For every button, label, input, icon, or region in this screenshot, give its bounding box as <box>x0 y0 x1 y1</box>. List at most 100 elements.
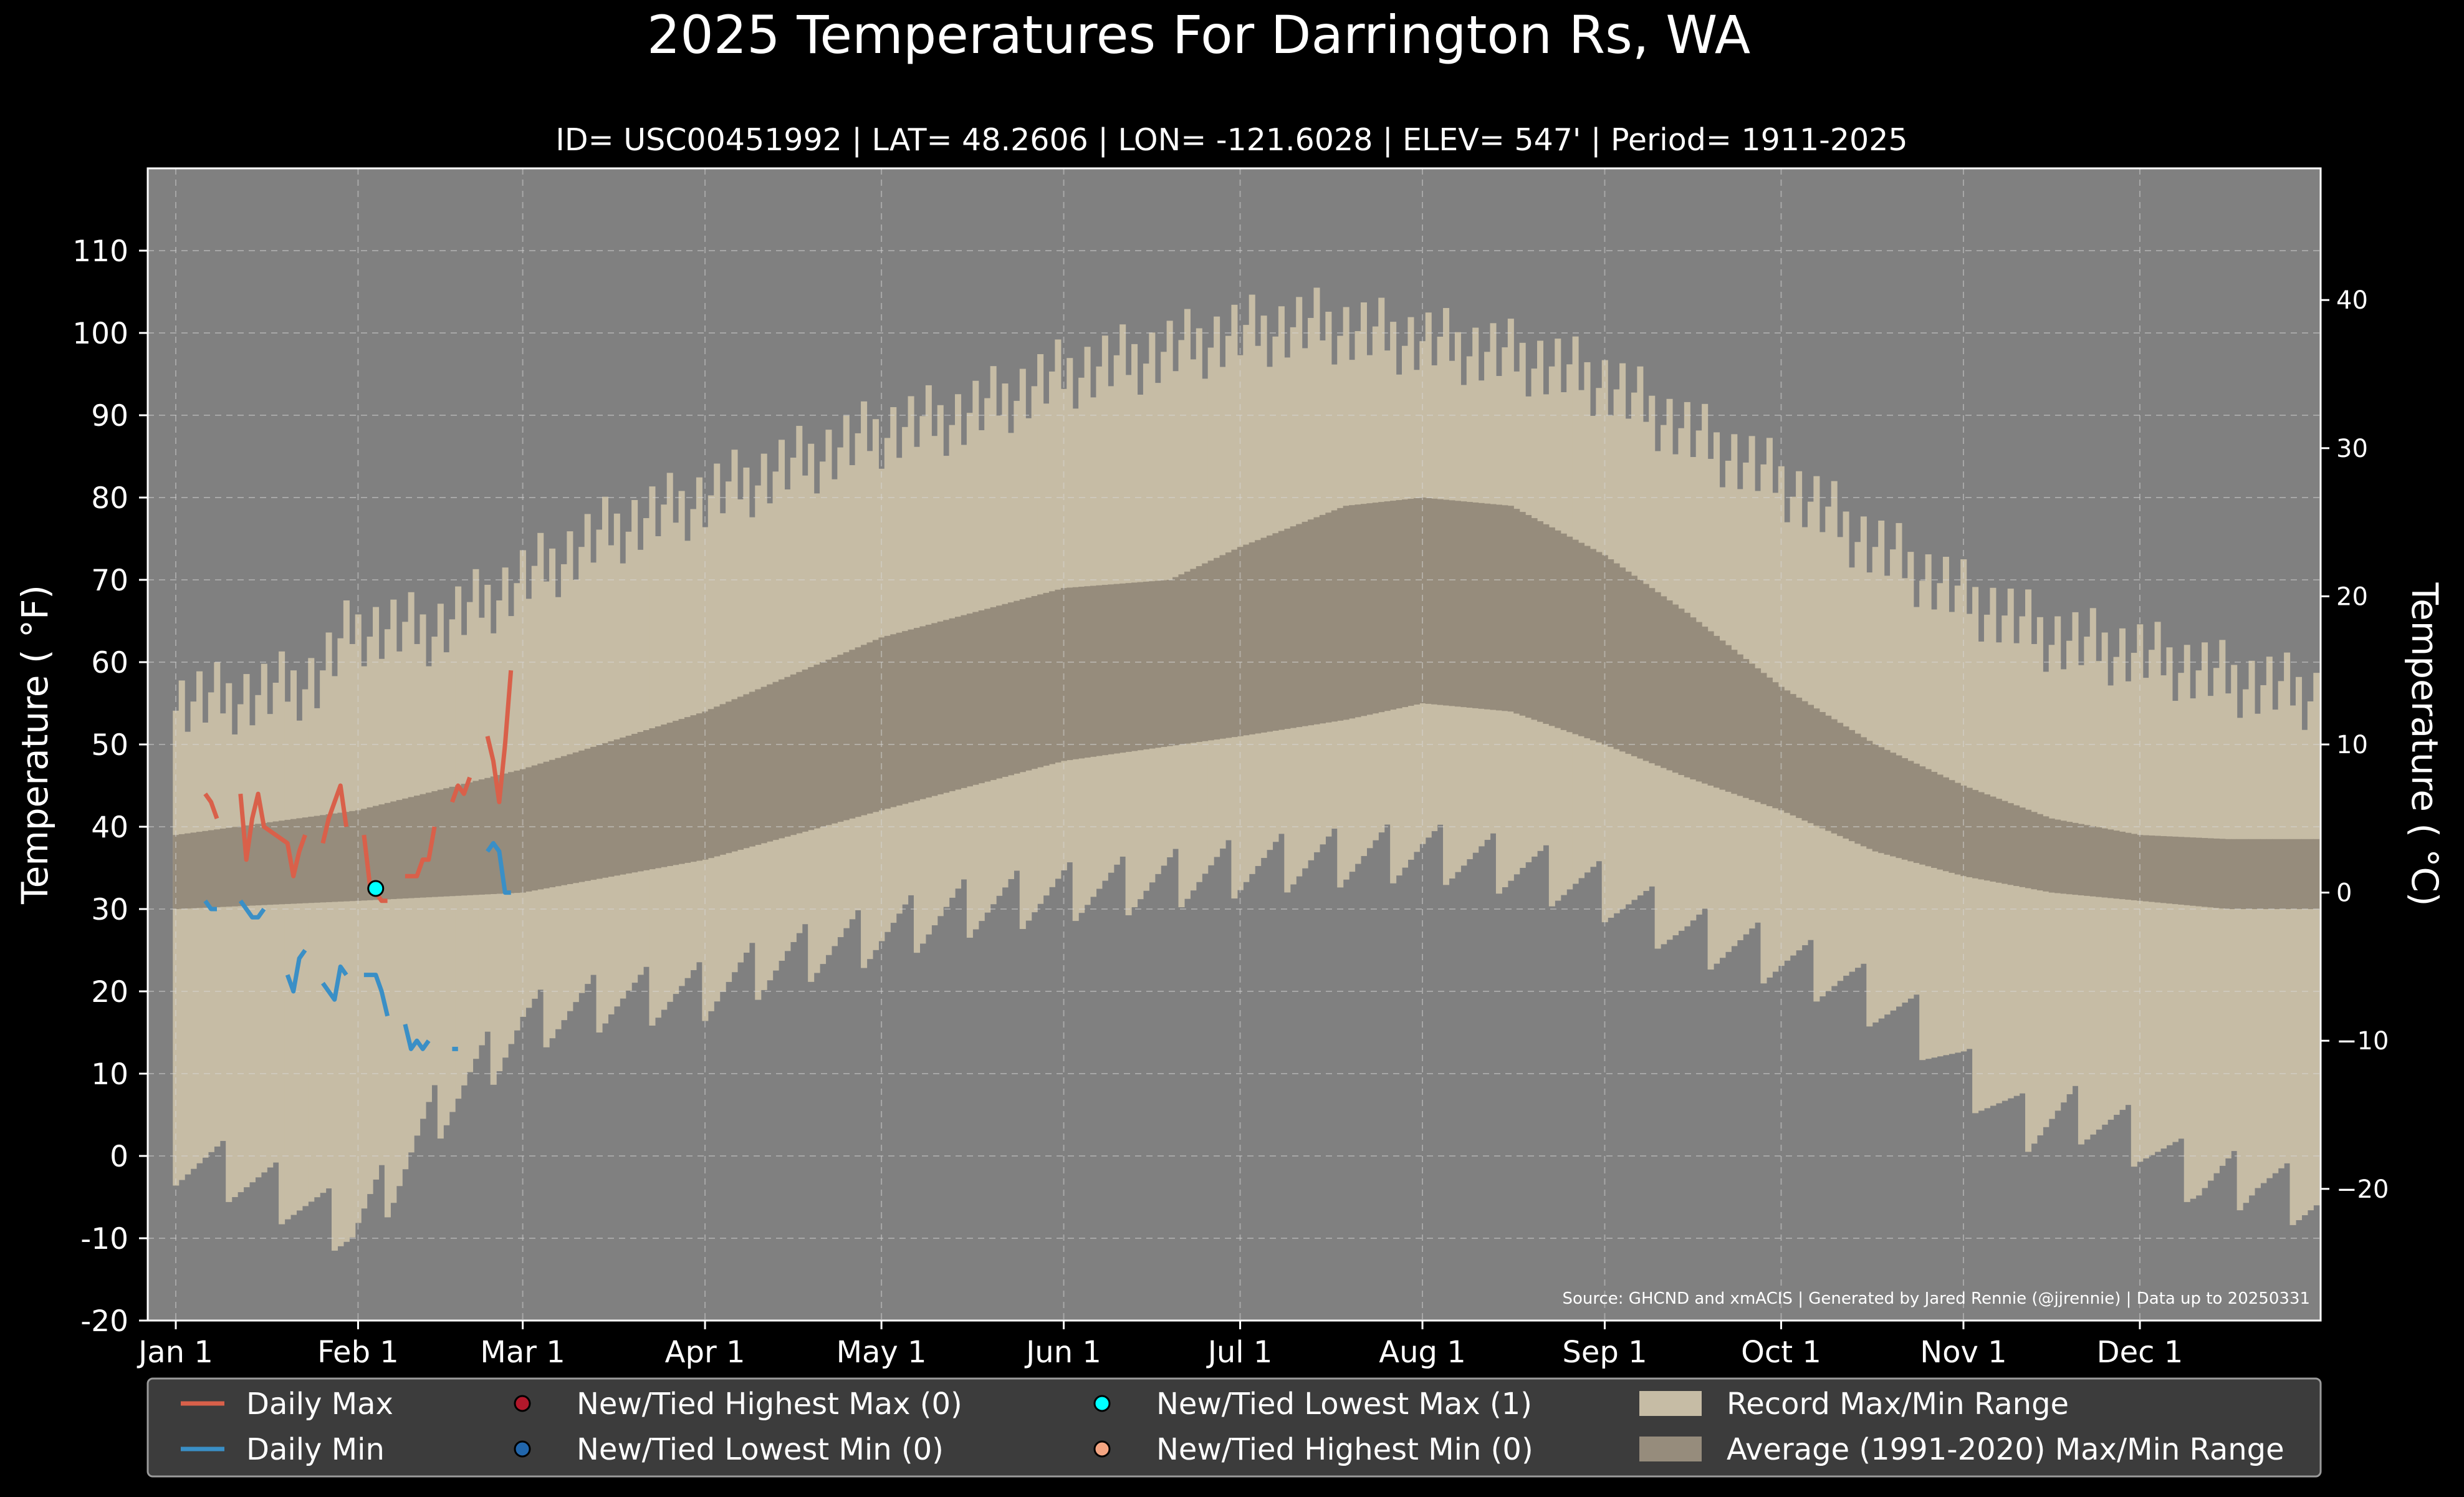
average-range-bar <box>320 815 327 903</box>
x-tick-label: Jun 1 <box>1024 1335 1101 1370</box>
average-range-bar <box>425 792 432 898</box>
average-range-bar <box>1384 501 1391 711</box>
record-range-bar <box>2254 713 2261 1188</box>
average-range-bar <box>2072 822 2079 895</box>
average-range-bar <box>1654 592 1661 766</box>
average-range-bar <box>1990 796 1997 882</box>
average-range-bar <box>1983 794 1991 881</box>
series-line-daily-min <box>238 899 266 920</box>
record-range-bar <box>2160 675 2167 1149</box>
source-note: Source: GHCND and xmACIS | Generated by … <box>1562 1289 2310 1308</box>
data-series <box>203 670 514 1051</box>
average-range-bar <box>408 797 415 898</box>
average-range-bar <box>1354 504 1361 718</box>
record-range-bar <box>202 722 209 1158</box>
record-range-bar <box>190 701 197 1169</box>
legend-label: Daily Max <box>246 1387 393 1422</box>
average-range-bar <box>714 706 721 857</box>
average-range-bar <box>1801 701 1808 821</box>
average-range-bar <box>190 832 197 908</box>
average-range-bar <box>796 671 803 834</box>
average-range-bar <box>1719 640 1726 790</box>
average-range-bar <box>1584 546 1591 739</box>
average-range-bar <box>2260 839 2267 909</box>
average-range-bar <box>831 657 838 824</box>
average-range-bar <box>1019 599 1026 773</box>
average-range-bar <box>1772 682 1779 809</box>
average-range-bar <box>884 635 891 809</box>
record-range-bar <box>272 683 279 1163</box>
average-range-bar <box>608 741 615 877</box>
average-range-bar <box>202 830 209 908</box>
average-range-bar <box>1267 535 1273 732</box>
average-range-bar <box>2031 812 2038 890</box>
average-range-bar <box>1131 582 1138 751</box>
average-range-bar <box>767 684 774 842</box>
average-range-bar <box>1872 744 1879 852</box>
average-range-bar <box>1154 580 1161 748</box>
average-range-bar <box>484 777 491 895</box>
average-range-bar <box>1619 567 1626 752</box>
average-range-bar <box>396 800 403 899</box>
record-range-bar <box>2266 657 2273 1178</box>
average-range-bar <box>543 761 550 888</box>
average-range-bar <box>349 811 356 902</box>
average-range-bar <box>555 758 562 887</box>
legend: Daily Max Daily Min New/Tied Highest Max (… <box>146 1377 2322 1478</box>
average-range-bar <box>1255 540 1262 734</box>
average-range-bar <box>1796 697 1803 818</box>
legend-label: Daily Min <box>246 1432 385 1467</box>
average-range-bar <box>1407 499 1414 706</box>
average-range-bar <box>2154 835 2161 903</box>
average-range-bar <box>578 750 585 882</box>
average-range-bar <box>1536 521 1544 722</box>
axes: -20 -10 0 10 20 30 40 50 60 70 80 90 100 110 −20 −10 0 10… <box>72 234 2389 1370</box>
average-range-bar <box>1637 580 1644 759</box>
record-range-bar <box>537 532 544 990</box>
series-line-daily-max <box>450 776 472 803</box>
average-range-bar <box>2048 818 2055 893</box>
average-range-bar <box>1025 597 1032 771</box>
average-range-bar <box>1907 761 1914 862</box>
average-range-bar <box>584 748 591 881</box>
average-range-bar <box>690 715 697 862</box>
series-line-daily-max <box>238 791 307 878</box>
average-range-bar <box>784 676 791 837</box>
average-range-bar <box>978 610 985 784</box>
record-range-bar <box>226 683 232 1202</box>
average-range-bar <box>525 767 532 892</box>
average-range-bar <box>1707 631 1714 786</box>
average-range-bar <box>1913 763 1920 864</box>
average-range-bar <box>1060 588 1067 761</box>
average-range-bar <box>2025 809 2032 888</box>
legend-item: New/Tied Lowest Min (0) <box>514 1432 944 1467</box>
record-range-bar <box>2142 678 2149 1158</box>
average-range-bar <box>1137 582 1144 751</box>
y-tick-label-left: 60 <box>91 646 128 680</box>
average-range-bar <box>1625 571 1632 754</box>
average-range-bar <box>1531 518 1538 720</box>
average-range-bar <box>1043 592 1050 766</box>
average-range-bar <box>1502 505 1508 711</box>
average-range-bar <box>1196 566 1202 743</box>
average-range-bar <box>2236 839 2243 909</box>
average-range-bar <box>1843 726 1849 839</box>
average-range-bar <box>502 773 509 894</box>
record-range-bar <box>249 725 256 1183</box>
average-range-bar <box>390 801 397 899</box>
legend-label: New/Tied Lowest Max (1) <box>1156 1387 1532 1422</box>
average-range-bar <box>1149 581 1156 749</box>
average-range-bar <box>1714 635 1720 788</box>
average-range-bar <box>1555 530 1561 728</box>
average-range-bar <box>966 614 973 787</box>
average-range-bar <box>2172 836 2179 905</box>
legend-label: New/Tied Lowest Min (0) <box>577 1432 944 1467</box>
average-range-bar <box>620 737 626 875</box>
average-range-bar <box>1666 600 1673 771</box>
average-range-bar <box>2137 835 2144 901</box>
series-line-daily-min <box>285 948 307 994</box>
average-range-bar <box>1214 557 1220 740</box>
average-range-bar <box>1472 502 1479 708</box>
average-range-bar <box>1884 749 1891 855</box>
average-range-bar <box>861 645 868 816</box>
